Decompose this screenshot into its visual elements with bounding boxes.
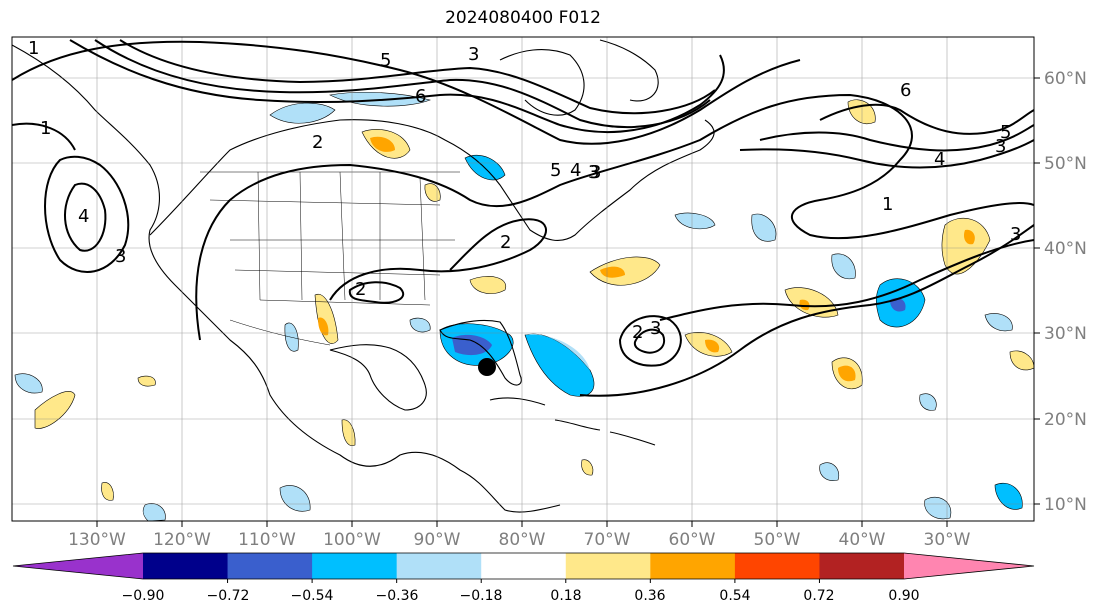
colorbar-tick-labels: −0.90 −0.72 −0.54 −0.36 −0.18 0.18 0.36 … xyxy=(122,588,920,604)
contour-label: 1 xyxy=(40,118,51,139)
colorbar-segment xyxy=(819,553,905,579)
lon-label: 120°W xyxy=(153,530,211,550)
colorbar-tick-label: −0.18 xyxy=(460,588,503,604)
colorbar-segment xyxy=(227,553,313,579)
contour-label: 1 xyxy=(882,194,893,215)
contour-label: 3 xyxy=(995,136,1006,157)
colorbar-segment xyxy=(734,553,820,579)
colorbar-tick-label: −0.54 xyxy=(291,588,334,604)
negative-anomaly-regions xyxy=(14,91,1023,521)
contour-label-group: 1 1 4 3 3 5 6 2 2 3 5 4 3 2 6 5 4 3 1 3 … xyxy=(28,38,1021,343)
lat-label: 30°N xyxy=(1044,324,1087,344)
lon-label: 50°W xyxy=(754,530,801,550)
contour-label: 6 xyxy=(900,80,911,101)
map-title: 2024080400 F012 xyxy=(445,8,601,28)
contour-label: 2 xyxy=(500,232,511,253)
colorbar-extend-high xyxy=(904,553,1034,579)
lon-label: 70°W xyxy=(584,530,631,550)
coastlines xyxy=(12,39,715,513)
lon-label: 130°W xyxy=(68,530,126,550)
contour-label: 3 xyxy=(115,246,126,267)
contour-lines xyxy=(12,39,1034,397)
contour-label: 4 xyxy=(934,149,945,170)
lon-label: 100°W xyxy=(323,530,381,550)
colorbar-tick-label: −0.36 xyxy=(376,588,419,604)
lon-label: 40°W xyxy=(839,530,886,550)
latitude-axis: 60°N 50°N 40°N 30°N 20°N 10°N xyxy=(1034,69,1087,515)
blue-anomaly-bahamas xyxy=(524,333,595,397)
lat-label: 10°N xyxy=(1044,495,1087,515)
colorbar-segment xyxy=(143,553,229,579)
colorbar xyxy=(12,552,1035,583)
colorbar-extend-low xyxy=(13,553,143,579)
storm-center-marker xyxy=(478,358,496,376)
colorbar-segment xyxy=(650,553,736,579)
colorbar-tick-label: −0.72 xyxy=(207,588,250,604)
colorbar-tick-label: −0.90 xyxy=(122,588,165,604)
contour-label: 1 xyxy=(28,38,39,59)
colorbar-tick-label: 0.18 xyxy=(550,588,581,604)
contour-label: 3 xyxy=(650,318,661,339)
contour-label: 5 xyxy=(380,50,391,71)
lon-label: 30°W xyxy=(924,530,971,550)
longitude-axis: 130°W 120°W 110°W 100°W 90°W 80°W 70°W 6… xyxy=(68,521,971,550)
map-frame xyxy=(11,36,1035,522)
colorbar-tick-label: 0.36 xyxy=(634,588,665,604)
contour-label: 2 xyxy=(312,132,323,153)
contour-label: 3 xyxy=(590,162,601,183)
contour-label: 3 xyxy=(588,162,599,183)
colorbar-tick-label: 0.54 xyxy=(719,588,750,604)
colorbar-tick-label: 0.90 xyxy=(888,588,919,604)
lon-label: 60°W xyxy=(669,530,716,550)
lon-label: 110°W xyxy=(238,530,296,550)
blue-anomaly-nw xyxy=(269,102,336,124)
lon-label: 90°W xyxy=(414,530,461,550)
colorbar-segment xyxy=(565,553,651,579)
colorbar-segment xyxy=(481,553,567,579)
colorbar-tick-label: 0.72 xyxy=(803,588,834,604)
contour-label: 4 xyxy=(78,206,89,227)
lat-label: 40°N xyxy=(1044,239,1087,259)
contour-label: 3 xyxy=(1010,224,1021,245)
contour-label: 2 xyxy=(355,279,366,300)
contour-label: 5 xyxy=(1000,122,1011,143)
contour-label: 4 xyxy=(570,160,581,181)
lon-label: 80°W xyxy=(499,530,546,550)
contour-label: 3 xyxy=(468,44,479,65)
colorbar-segment xyxy=(396,553,482,579)
contour-label: 5 xyxy=(550,160,561,181)
contour-label: 6 xyxy=(415,86,426,107)
graticule xyxy=(12,37,1034,521)
colorbar-segment xyxy=(312,553,398,579)
lat-label: 50°N xyxy=(1044,154,1087,174)
political-borders xyxy=(200,171,460,346)
lat-label: 60°N xyxy=(1044,69,1087,89)
lat-label: 20°N xyxy=(1044,410,1087,430)
colorbar-outline xyxy=(12,552,1035,580)
contour-label: 2 xyxy=(632,322,643,343)
